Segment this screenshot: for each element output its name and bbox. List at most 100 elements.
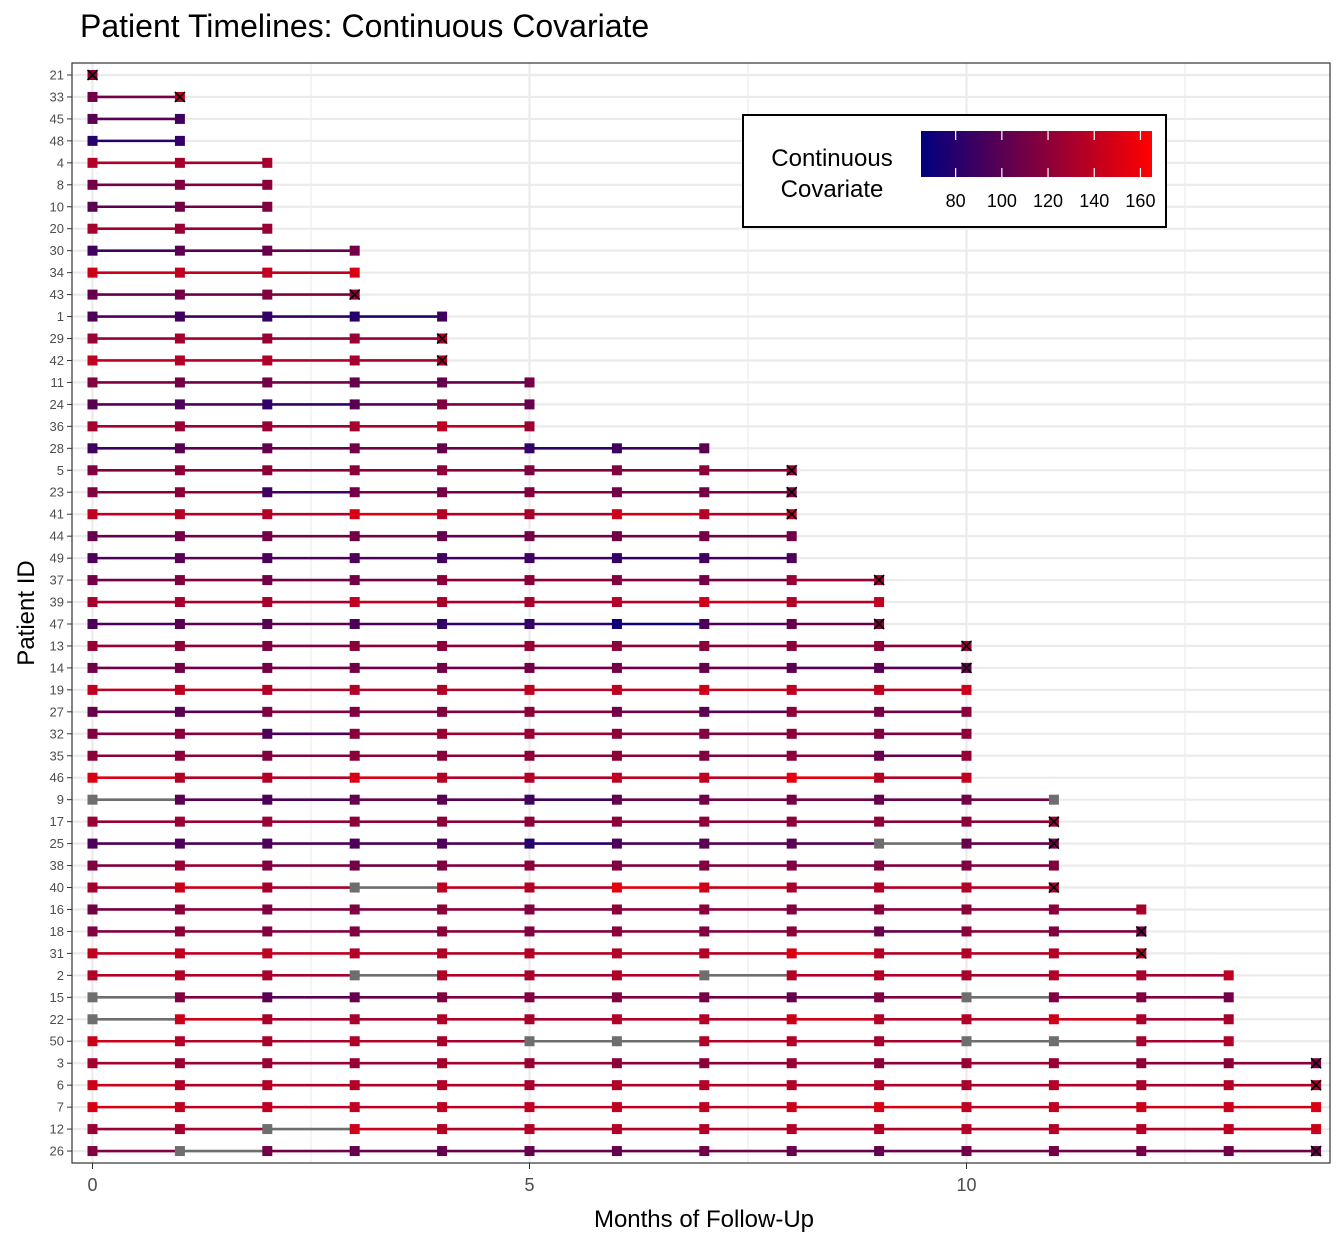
visit-point — [174, 640, 185, 651]
visit-point — [699, 1080, 710, 1091]
visit-point — [874, 1102, 885, 1113]
visit-point — [699, 1058, 710, 1069]
y-tick-label: 1 — [57, 309, 64, 324]
visit-point — [349, 443, 360, 454]
visit-point — [437, 465, 448, 476]
visit-point — [262, 794, 273, 805]
y-tick-label: 39 — [50, 595, 64, 610]
y-tick-label: 19 — [50, 682, 64, 697]
visit-point — [961, 1058, 972, 1069]
visit-point — [262, 772, 273, 783]
visit-point — [786, 750, 797, 761]
y-tick-label: 47 — [50, 617, 64, 632]
visit-point — [611, 465, 622, 476]
visit-point — [699, 882, 710, 893]
event-marker — [1135, 947, 1147, 959]
visit-point — [961, 706, 972, 717]
visit-point — [611, 509, 622, 520]
visit-point — [611, 662, 622, 673]
visit-point — [786, 619, 797, 629]
visit-point — [611, 1014, 622, 1025]
visit-point — [174, 135, 185, 146]
visit-point — [349, 882, 360, 893]
visit-point — [437, 1058, 448, 1069]
visit-point — [174, 926, 185, 937]
visit-point — [1311, 1124, 1322, 1135]
visit-point — [524, 706, 535, 717]
visit-point — [262, 267, 273, 278]
visit-point — [611, 597, 622, 608]
visit-point — [786, 794, 797, 805]
visit-point — [524, 597, 535, 608]
visit-point — [611, 816, 622, 827]
visit-point — [174, 750, 185, 761]
visit-point — [874, 882, 885, 893]
visit-point — [611, 728, 622, 739]
visit-point — [699, 948, 710, 959]
visit-point — [699, 970, 710, 981]
visit-point — [87, 662, 98, 673]
visit-point — [87, 443, 98, 454]
visit-point — [349, 1058, 360, 1069]
visit-point — [699, 750, 710, 761]
visit-point — [437, 553, 448, 564]
visit-point — [262, 355, 273, 366]
visit-point — [699, 575, 710, 586]
visit-point — [524, 992, 535, 1003]
visit-point — [786, 1146, 797, 1157]
visit-point — [174, 201, 185, 212]
visit-point — [1048, 1058, 1059, 1069]
visit-point — [961, 882, 972, 893]
event-marker — [436, 332, 448, 345]
visit-point — [524, 1014, 535, 1025]
visit-point — [349, 399, 360, 410]
visit-point — [87, 553, 98, 564]
visit-point — [87, 201, 98, 212]
visit-point — [437, 399, 448, 410]
event-marker — [174, 91, 186, 103]
visit-point — [524, 1146, 535, 1157]
legend-tick-label: 100 — [987, 191, 1017, 211]
visit-point — [786, 684, 797, 695]
visit-point — [611, 904, 622, 915]
visit-point — [524, 662, 535, 673]
visit-point — [524, 1124, 535, 1135]
visit-point — [174, 1124, 185, 1135]
visit-point — [87, 135, 98, 146]
visit-point — [786, 772, 797, 783]
visit-point — [611, 794, 622, 805]
visit-point — [349, 772, 360, 783]
visit-point — [524, 377, 535, 388]
visit-point — [349, 553, 360, 564]
visit-point — [437, 311, 448, 322]
visit-point — [1136, 1036, 1147, 1047]
visit-point — [437, 1124, 448, 1135]
visit-point — [1048, 1036, 1059, 1047]
visit-point — [524, 904, 535, 915]
visit-point — [1311, 1102, 1322, 1113]
visit-point — [262, 948, 273, 959]
visit-point — [874, 640, 885, 651]
y-tick-label: 27 — [50, 704, 64, 719]
chart-title: Patient Timelines: Continuous Covariate — [80, 8, 650, 44]
visit-point — [437, 816, 448, 827]
visit-point — [87, 992, 98, 1003]
visit-point — [524, 684, 535, 695]
visit-point — [87, 311, 98, 322]
visit-point — [262, 377, 273, 388]
y-tick-label: 17 — [50, 814, 64, 829]
visit-point — [262, 157, 273, 168]
event-marker — [786, 486, 798, 498]
visit-point — [174, 816, 185, 827]
visit-point — [611, 487, 622, 498]
visit-point — [1223, 1102, 1234, 1113]
visit-point — [1048, 860, 1059, 871]
y-tick-label: 9 — [57, 792, 64, 807]
visit-point — [524, 1080, 535, 1091]
visit-point — [87, 970, 98, 981]
visit-point — [87, 399, 98, 410]
legend: Continuous Covariate 80 100 120 140 160 — [742, 114, 1167, 228]
y-tick-label: 23 — [50, 485, 64, 500]
visit-point — [699, 531, 710, 542]
visit-point — [1048, 904, 1059, 915]
